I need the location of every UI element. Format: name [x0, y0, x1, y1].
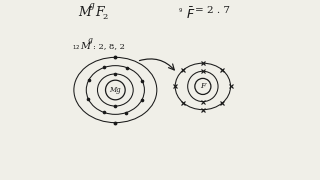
- Text: M: M: [78, 6, 91, 19]
- Circle shape: [195, 78, 211, 94]
- Circle shape: [106, 80, 125, 100]
- Text: : 2, 8, 2: : 2, 8, 2: [93, 42, 125, 50]
- Text: 2: 2: [102, 13, 108, 21]
- Text: M: M: [81, 42, 91, 51]
- Text: F: F: [200, 82, 205, 90]
- Text: $_{12}$: $_{12}$: [73, 44, 81, 52]
- Text: = 2 . 7: = 2 . 7: [195, 6, 230, 15]
- Text: g: g: [89, 1, 94, 10]
- Text: $_9$: $_9$: [178, 6, 183, 15]
- Text: Mg: Mg: [109, 86, 121, 94]
- Text: F: F: [95, 6, 103, 19]
- Text: g: g: [88, 36, 92, 44]
- Text: $\bar{F}$: $\bar{F}$: [186, 6, 195, 22]
